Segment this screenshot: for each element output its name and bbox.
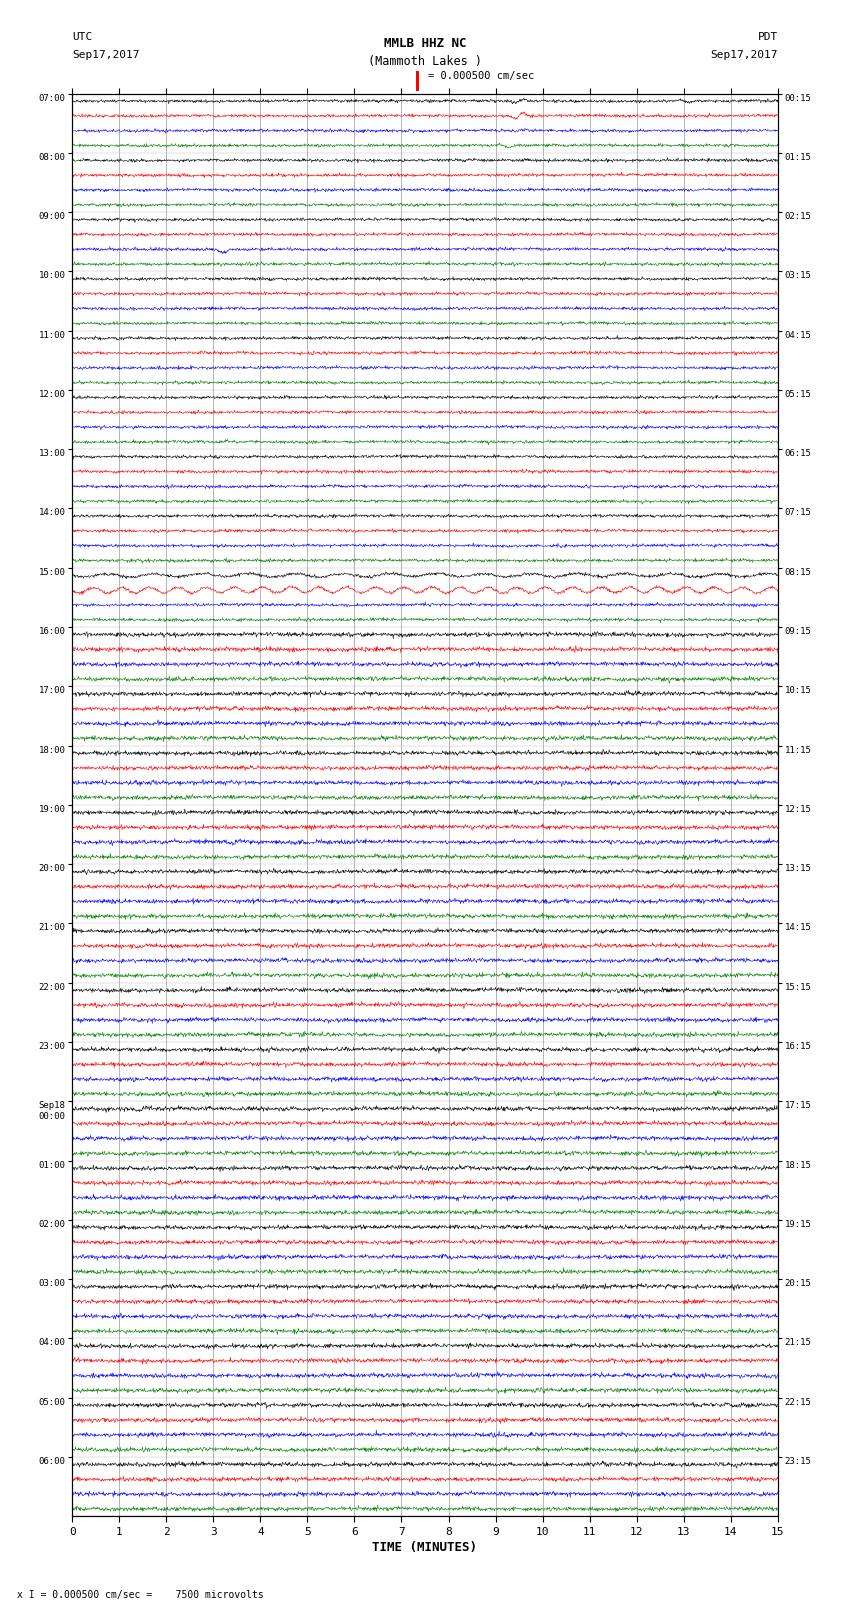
Text: x I = 0.000500 cm/sec =    7500 microvolts: x I = 0.000500 cm/sec = 7500 microvolts — [17, 1590, 264, 1600]
Text: (Mammoth Lakes ): (Mammoth Lakes ) — [368, 55, 482, 68]
Text: = 0.000500 cm/sec: = 0.000500 cm/sec — [428, 71, 534, 81]
Text: Sep17,2017: Sep17,2017 — [711, 50, 778, 60]
Text: PDT: PDT — [757, 32, 778, 42]
Text: UTC: UTC — [72, 32, 93, 42]
X-axis label: TIME (MINUTES): TIME (MINUTES) — [372, 1540, 478, 1553]
Text: MMLB HHZ NC: MMLB HHZ NC — [383, 37, 467, 50]
Text: Sep17,2017: Sep17,2017 — [72, 50, 139, 60]
